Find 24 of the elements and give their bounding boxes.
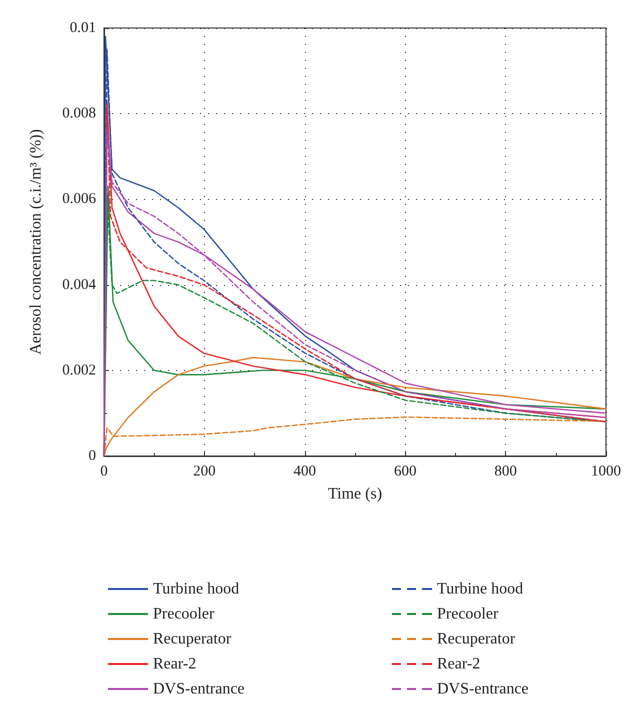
x-tick-label: 1000 [591,464,621,480]
legend-label: Rear-2 [437,656,480,672]
x-tick-label: 400 [294,464,316,480]
y-axis-title: Aerosol concentration (c.i./m³ (%)) [28,129,44,355]
x-tick-label: 600 [394,464,416,480]
legend-label: DVS-entrance [437,680,529,698]
legend-label: Turbine hood [437,580,524,598]
x-tick-label: 800 [494,464,517,480]
y-tick-label: 0.01 [70,20,96,36]
x-axis-title: Time (s) [328,486,382,502]
legend-label: Precooler [437,606,499,622]
y-tick-label: 0.008 [62,106,96,122]
x-tick-label: 0 [100,464,108,480]
legend-label: Precooler [153,606,215,622]
legend-label: Recuperator [437,630,516,648]
legend-label: Rear-2 [153,656,196,672]
legend-label: DVS-entrance [153,680,245,698]
legend-label: Turbine hood [153,580,240,598]
x-tick-label: 200 [193,464,216,480]
y-tick-label: 0.002 [62,362,96,378]
legend-label: Recuperator [153,630,232,648]
y-tick-label: 0.006 [62,191,96,208]
y-tick-label: 0.004 [62,276,96,293]
y-tick-label: 0 [88,448,96,464]
